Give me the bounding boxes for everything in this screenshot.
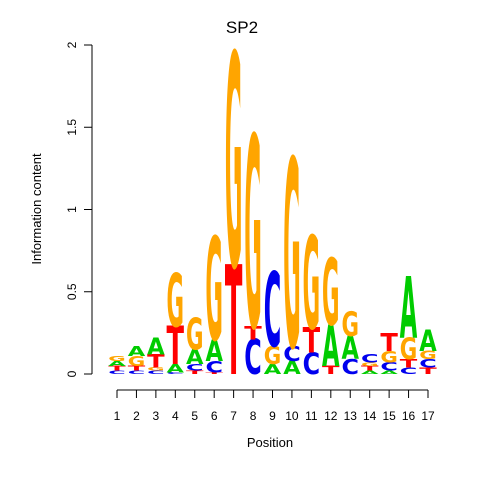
logo-letter-a: A — [128, 344, 146, 359]
logo-letter-g: G — [264, 341, 281, 370]
x-tick-label: 11 — [305, 409, 318, 423]
logo-letter-g: G — [186, 310, 203, 361]
logo-letter-a: A — [342, 329, 360, 367]
logo-letter-t: T — [205, 372, 223, 375]
logo-letter-t: T — [244, 323, 262, 344]
logo-letter-t: T — [303, 322, 321, 362]
y-tick-label: 1 — [65, 206, 79, 213]
logo-letter-g: G — [419, 349, 436, 362]
logo-letter-t: T — [167, 316, 184, 377]
logo-letter-a: A — [205, 335, 223, 369]
x-tick-label: 13 — [344, 409, 358, 423]
x-tick-label: 3 — [153, 409, 160, 423]
logo-letter-g: G — [342, 305, 359, 345]
x-tick-label: 7 — [230, 409, 237, 423]
logo-letter-g: G — [205, 208, 222, 373]
logo-letter-g: G — [322, 239, 340, 346]
logo-letter-g: G — [147, 367, 165, 372]
x-tick-label: 9 — [269, 409, 276, 423]
x-tick-label: 10 — [285, 409, 299, 423]
logo-letter-c: C — [283, 342, 301, 366]
logo-letter-t: T — [419, 365, 438, 376]
logo-letter-g: G — [108, 354, 126, 362]
logo-letter-g: G — [244, 82, 261, 388]
logo-letter-g: G — [380, 349, 398, 367]
logo-letter-c: C — [205, 357, 223, 376]
logo-letter-g: G — [361, 362, 379, 367]
logo-letter-g: G — [167, 258, 184, 344]
logo-letter-a: A — [283, 357, 301, 378]
logo-letter-c: C — [108, 370, 125, 375]
y-tick-label: 2 — [65, 41, 79, 48]
y-axis: 0 0.5 1 1.5 2 — [65, 41, 93, 377]
logo-letter-t: T — [322, 364, 340, 377]
logo-letter-g: G — [225, 0, 243, 335]
x-axis-label: Position — [247, 435, 293, 450]
logo-letter-c: C — [147, 370, 164, 375]
x-tick-label: 12 — [324, 409, 338, 423]
logo-letter-c: C — [264, 251, 282, 371]
logo-letter-a: A — [322, 314, 340, 380]
logo-letter-a: A — [108, 359, 126, 367]
x-tick-label: 17 — [421, 409, 435, 423]
logo-letter-a: A — [361, 370, 379, 375]
logo-letter-c: C — [400, 366, 417, 377]
x-tick-label: 1 — [114, 409, 121, 423]
logo-letter-c: C — [303, 348, 321, 382]
logo-letter-c: C — [361, 353, 378, 366]
logo-letter-a: A — [380, 370, 398, 375]
logo-letter-t: T — [108, 365, 126, 373]
logo-letter-a: A — [186, 346, 204, 370]
logo-letter-g: G — [128, 354, 145, 370]
y-tick-label: 1.5 — [65, 119, 79, 136]
x-tick-label: 6 — [211, 409, 218, 423]
x-tick-label: 5 — [191, 409, 198, 423]
logo-letter-g: G — [400, 333, 417, 367]
logo-letter-t: T — [225, 235, 243, 411]
logo-letter-a: A — [400, 260, 418, 358]
logo-letter-c: C — [167, 372, 185, 375]
logo-letter-c: C — [342, 356, 360, 380]
logo-letter-c: C — [380, 361, 397, 374]
logo-letter-t: T — [147, 351, 165, 372]
logo-letter-c: C — [419, 358, 436, 371]
logo-letter-a: A — [167, 362, 185, 375]
chart-title: SP2 — [226, 18, 258, 37]
logo-letter-g: G — [303, 209, 320, 358]
x-tick-label: 14 — [363, 409, 377, 423]
y-tick-label: 0.5 — [65, 283, 79, 300]
logo-letter-a: A — [147, 334, 165, 360]
x-tick-label: 4 — [172, 409, 179, 423]
x-tick-label: 2 — [133, 409, 140, 423]
logo-letter-a: A — [419, 325, 437, 359]
x-tick-label: 15 — [382, 409, 396, 423]
logo-letter-c: C — [186, 363, 203, 374]
logo-letter-t: T — [361, 365, 379, 373]
y-tick-label: 0 — [65, 370, 79, 377]
logo-letter-c: C — [128, 370, 145, 375]
y-axis-label: Information content — [29, 153, 44, 265]
x-tick-label: 16 — [402, 409, 416, 423]
logo-letter-t: T — [186, 370, 204, 375]
logo-letter-t: T — [380, 327, 398, 357]
x-tick-label: 8 — [250, 409, 257, 423]
logo-letter-t: T — [128, 365, 146, 373]
logo-letter-g: G — [283, 108, 300, 408]
x-axis: 1 2 3 4 5 6 7 8 9 10 11 12 13 14 15 16 17 — [114, 389, 435, 423]
logo-letter-a: A — [264, 362, 282, 377]
logo-letter-c: C — [244, 330, 261, 386]
logo-letter-t: T — [400, 357, 418, 370]
